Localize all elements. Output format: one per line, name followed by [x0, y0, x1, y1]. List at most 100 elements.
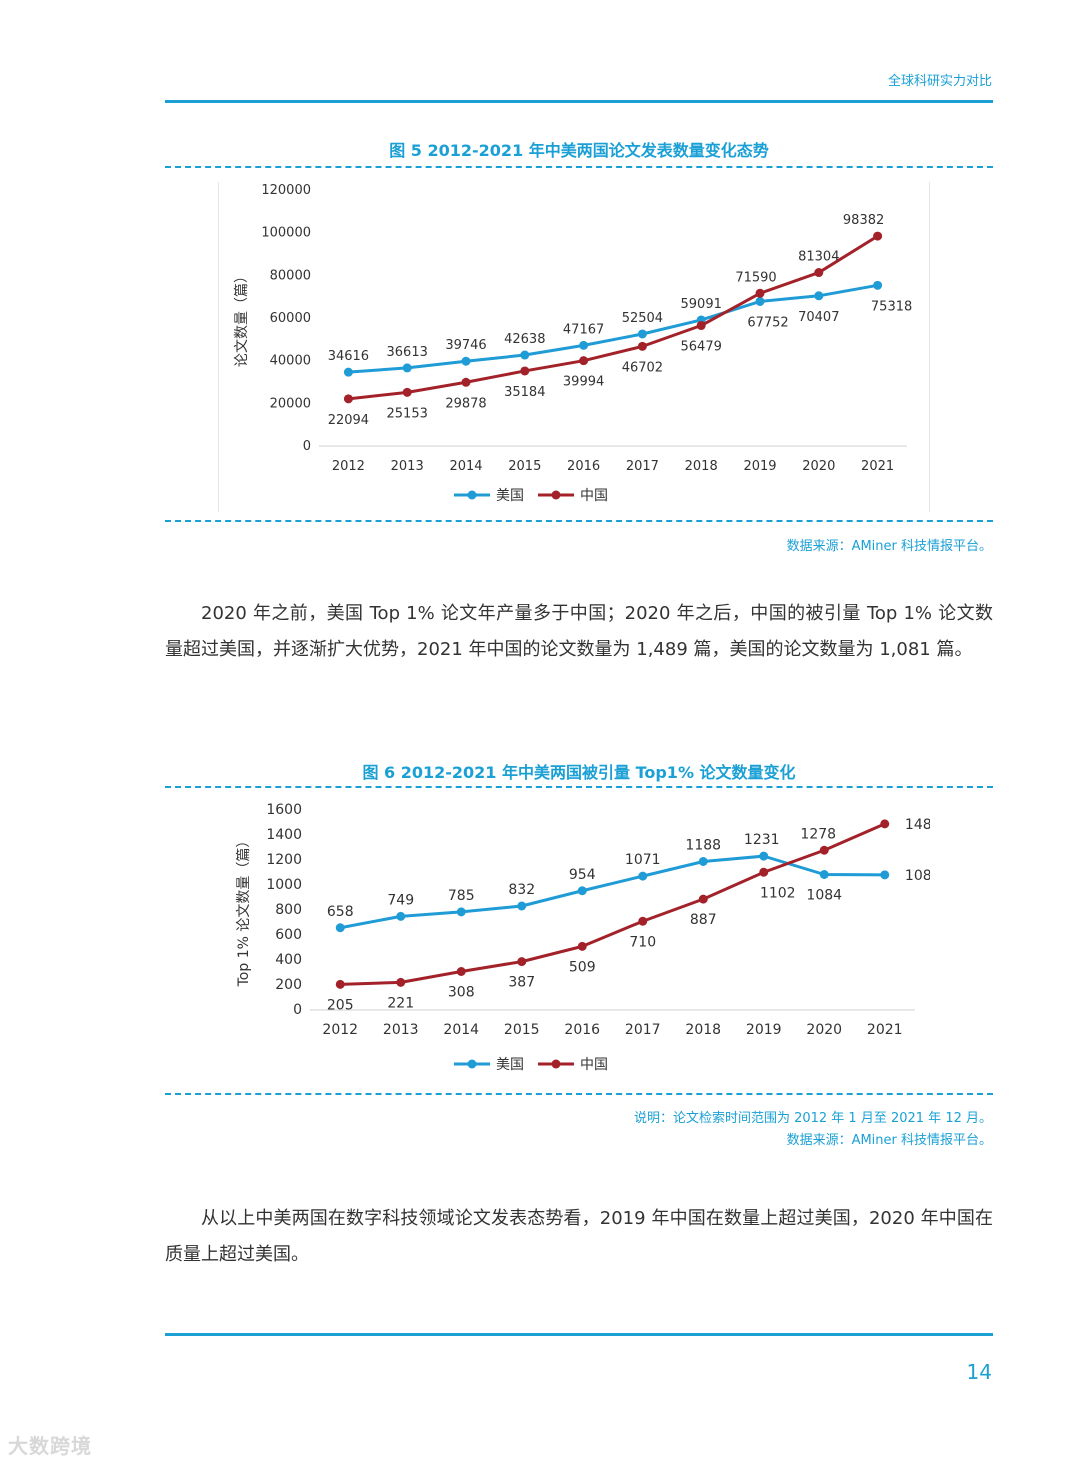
- legend-swatch-dot: [551, 490, 561, 500]
- x-tick-label: 2012: [322, 1022, 358, 1038]
- series-line-美国: [348, 283, 878, 374]
- data-point: [577, 941, 587, 951]
- legend-swatch-dot: [467, 490, 477, 500]
- data-point: [396, 977, 406, 987]
- data-point: [698, 857, 708, 866]
- data-label: 221: [387, 995, 414, 1011]
- y-tick-label: 120000: [261, 183, 311, 198]
- data-label: 39994: [563, 375, 604, 390]
- x-tick-label: 2013: [391, 459, 424, 474]
- series-line-中国: [348, 234, 879, 401]
- data-label: 36613: [387, 345, 428, 360]
- data-point: [520, 366, 530, 376]
- data-label: 1071: [625, 852, 661, 868]
- legend-label: 美国: [496, 488, 524, 504]
- x-tick-label: 2015: [508, 459, 541, 474]
- figure5-bottom-divider: [165, 520, 993, 522]
- running-header: 全球科研实力对比: [887, 74, 992, 89]
- data-point: [814, 268, 824, 278]
- x-tick-label: 2020: [802, 459, 835, 474]
- y-tick-label: 60000: [270, 311, 311, 326]
- y-tick-label: 40000: [270, 354, 311, 369]
- data-label: 658: [327, 904, 354, 920]
- x-tick-label: 2017: [625, 1022, 661, 1038]
- data-point: [579, 356, 589, 366]
- x-tick-label: 2014: [449, 459, 482, 474]
- page-number: 14: [966, 1360, 992, 1384]
- x-tick-label: 2021: [867, 1022, 903, 1038]
- data-label: 52504: [622, 311, 663, 326]
- x-tick-label: 2018: [685, 1022, 721, 1038]
- data-label: 509: [569, 959, 596, 975]
- legend-label: 中国: [580, 488, 608, 504]
- legend-label: 美国: [496, 1057, 524, 1073]
- data-point: [335, 979, 345, 989]
- footer-rule: [165, 1333, 993, 1336]
- y-tick-label: 1000: [266, 877, 302, 893]
- data-label: 46702: [622, 360, 663, 375]
- data-label: 954: [569, 867, 596, 883]
- data-point: [637, 341, 647, 351]
- data-label: 47167: [563, 322, 604, 337]
- data-label: 71590: [735, 270, 776, 285]
- data-label: 308: [448, 985, 475, 1001]
- header-rule: [165, 100, 993, 103]
- y-tick-label: 200: [275, 977, 302, 993]
- data-point: [343, 367, 353, 377]
- data-label: 29878: [445, 396, 486, 411]
- y-tick-label: 20000: [270, 396, 311, 411]
- data-label: 1489: [905, 817, 930, 833]
- figure6-chart: 0 200 400 600 800 1000 1200 1400 1600 2012 2013 201…: [218, 795, 941, 1085]
- data-label: 1231: [744, 832, 780, 848]
- data-label: 56479: [681, 340, 722, 355]
- paragraph-1: 2020 年之前，美国 Top 1% 论文年产量多于中国；2020 年之后，中国…: [165, 603, 993, 660]
- chart-svg-1: 0 20000 40000 60000 80000 100000 120000 2012 201…: [218, 182, 930, 512]
- y-tick-label: 800: [275, 902, 302, 918]
- data-label: 39746: [445, 338, 486, 353]
- data-label: 98382: [843, 213, 884, 228]
- data-label: 1278: [800, 826, 836, 842]
- data-point: [579, 340, 589, 350]
- figure6-title: 图 6 2012-2021 年中美两国被引量 Top1% 论文数量变化: [362, 763, 796, 782]
- data-point: [755, 296, 765, 306]
- data-label: 749: [387, 892, 414, 908]
- data-point: [461, 377, 471, 387]
- legend-swatch-dot: [467, 1059, 477, 1069]
- data-label: 34616: [328, 349, 369, 364]
- data-label: 710: [629, 934, 656, 950]
- data-label: 887: [690, 912, 717, 928]
- data-point: [819, 870, 829, 879]
- data-point: [880, 819, 890, 829]
- data-label: 785: [448, 888, 475, 904]
- x-tick-label: 2013: [383, 1022, 419, 1038]
- data-label: 75318: [871, 299, 912, 314]
- data-label: 1084: [806, 888, 842, 904]
- x-tick-label: 2014: [443, 1022, 479, 1038]
- watermark-logo: 大数跨境: [8, 1434, 92, 1458]
- x-tick-label: 2018: [685, 459, 718, 474]
- data-label: 1081: [905, 868, 930, 884]
- data-point: [335, 923, 345, 933]
- series-line-中国: [340, 822, 886, 986]
- y-tick-label: 100000: [261, 226, 311, 241]
- data-point: [456, 907, 466, 917]
- data-point: [880, 870, 890, 880]
- x-tick-label: 2015: [504, 1022, 540, 1038]
- data-point: [638, 916, 648, 926]
- series-line-美国: [339, 854, 885, 930]
- data-point: [698, 894, 708, 904]
- data-point: [819, 845, 829, 855]
- data-point: [402, 387, 412, 397]
- data-point: [456, 967, 466, 976]
- y-tick-label: 600: [275, 927, 302, 943]
- data-label: 1102: [760, 885, 796, 901]
- y-tick-label: 0: [303, 439, 311, 454]
- paragraph-2: 从以上中美两国在数字科技领域论文发表态势看，2019 年中国在数量上超过美国，2…: [165, 1208, 993, 1265]
- data-label: 22094: [328, 413, 369, 428]
- data-label: 832: [508, 882, 535, 898]
- data-label: 1188: [685, 838, 721, 854]
- legend-swatch-dot: [551, 1059, 561, 1069]
- x-tick-label: 2017: [626, 459, 659, 474]
- data-point: [517, 901, 527, 911]
- figure5-chart: 0 20000 40000 60000 80000 100000 120000 2012 201…: [218, 182, 930, 512]
